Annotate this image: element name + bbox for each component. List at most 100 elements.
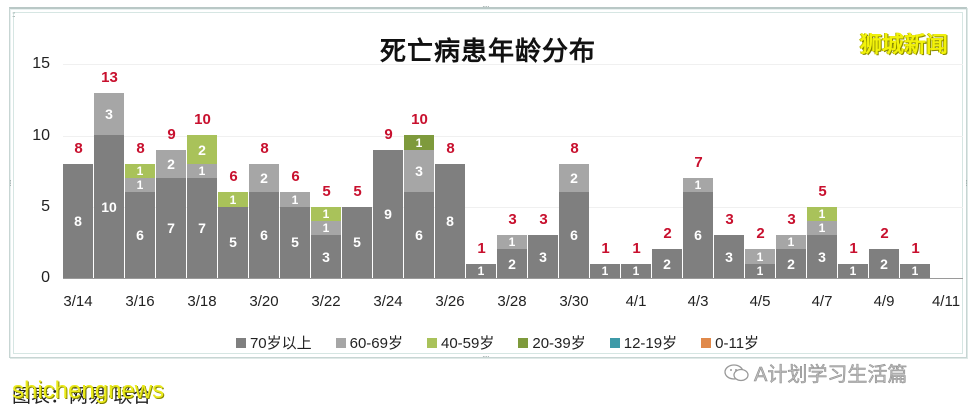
bar-segment: 1 xyxy=(218,192,248,207)
bar-segment: 3 xyxy=(404,149,434,193)
bar-4-10: 1 xyxy=(900,263,930,278)
total-label: 8 xyxy=(136,139,145,157)
bar-segment: 2 xyxy=(652,249,682,278)
bar-segment: 5 xyxy=(218,206,248,278)
total-label: 2 xyxy=(756,225,765,243)
legend-swatch-icon xyxy=(609,337,620,348)
legend-swatch-icon xyxy=(701,337,712,348)
bar-segment: 3 xyxy=(311,235,341,278)
x-tick-label: 4/3 xyxy=(687,293,709,310)
bar-4-9: 2 xyxy=(869,249,899,278)
bar-3-24: 9 xyxy=(373,149,403,278)
bar-segment: 1 xyxy=(280,192,310,207)
total-label: 6 xyxy=(291,168,300,186)
bar-segment: 2 xyxy=(249,163,279,193)
total-label: 1 xyxy=(601,239,610,257)
bar-segment: 9 xyxy=(373,149,403,278)
gridline xyxy=(63,136,963,137)
bar-segment: 6 xyxy=(404,192,434,278)
total-label: 2 xyxy=(663,225,672,243)
total-label: 6 xyxy=(229,168,238,186)
gridline xyxy=(63,64,963,65)
total-label: 1 xyxy=(632,239,641,257)
bar-segment: 1 xyxy=(311,206,341,221)
bar-segment: 3 xyxy=(94,92,124,136)
total-label: 7 xyxy=(694,154,703,172)
x-tick-label: 3/16 xyxy=(125,293,155,310)
resize-handle-top-left[interactable]: :: xyxy=(12,10,16,19)
legend: 70岁以上 60-69岁 40-59岁 20-39岁 12-19岁 0-11岁 xyxy=(0,332,975,353)
x-axis-line xyxy=(63,278,963,279)
resize-handle-right[interactable]: ···· xyxy=(962,179,971,186)
bar-segment: 1 xyxy=(311,220,341,236)
bar-segment: 1 xyxy=(590,263,620,278)
legend-label: 40-59岁 xyxy=(441,335,495,352)
legend-item: 0-11岁 xyxy=(701,332,759,353)
legend-label: 70岁以上 xyxy=(249,335,312,352)
bar-segment: 1 xyxy=(900,263,930,278)
bar-3-15: 10 3 xyxy=(94,92,124,278)
bar-segment: 5 xyxy=(342,206,372,278)
bar-3-14: 8 xyxy=(63,163,93,278)
bar-segment: 2 xyxy=(559,163,589,193)
legend-swatch-icon xyxy=(518,337,529,348)
total-label: 10 xyxy=(194,111,211,129)
total-label: 1 xyxy=(849,239,858,257)
bar-segment: 1 xyxy=(621,263,651,278)
watermark-text: shichengnews xyxy=(12,377,165,404)
bar-segment: 1 xyxy=(683,178,713,193)
resize-handle-top[interactable]: ···· xyxy=(482,2,490,11)
wechat-account-name: A计划学习生活篇 xyxy=(754,364,908,387)
bar-segment: 8 xyxy=(435,163,465,278)
bar-segment: 2 xyxy=(497,249,527,278)
x-tick-label: 3/20 xyxy=(249,293,279,310)
bar-3-23: 5 xyxy=(342,206,372,278)
wechat-account-caption: A计划学习生活篇 xyxy=(724,358,908,387)
x-tick-label: 3/18 xyxy=(187,293,217,310)
legend-label: 20-39岁 xyxy=(532,335,586,352)
bar-segment: 2 xyxy=(187,135,217,164)
bar-segment: 1 xyxy=(187,163,217,179)
y-tick-label: 10 xyxy=(32,127,50,144)
wechat-icon xyxy=(724,363,749,381)
legend-label: 12-19岁 xyxy=(623,335,678,352)
bar-4-1: 1 xyxy=(621,263,651,278)
y-tick-label: 15 xyxy=(32,55,50,72)
total-label: 1 xyxy=(911,239,920,257)
resize-handle-bottom[interactable]: ···· xyxy=(482,352,490,361)
bar-segment: 3 xyxy=(714,235,744,278)
bar-segment: 1 xyxy=(807,220,837,236)
legend-label: 60-69岁 xyxy=(349,335,403,352)
total-label: 8 xyxy=(570,139,579,157)
x-tick-label: 4/1 xyxy=(625,293,647,310)
x-tick-label: 3/22 xyxy=(311,293,341,310)
bar-segment: 8 xyxy=(63,163,93,278)
gridline xyxy=(63,207,963,208)
bar-segment: 6 xyxy=(125,192,155,278)
total-label: 8 xyxy=(260,139,269,157)
total-label: 3 xyxy=(725,211,734,229)
x-tick-label: 4/5 xyxy=(749,293,771,310)
total-label: 3 xyxy=(539,211,548,229)
plot-area: 8 8 10 3 13 6 1 1 8 7 2 9 7 1 2 10 5 1 6 6 2 8 5 1 6 3 1 1 5 5 5 9 9 6 3 1 1… xyxy=(63,64,963,279)
bar-3-26: 8 xyxy=(435,163,465,278)
x-tick-label: 4/7 xyxy=(811,293,833,310)
x-tick-label: 4/11 xyxy=(931,293,961,310)
x-tick-label: 3/30 xyxy=(559,293,589,310)
resize-handle-left[interactable]: ···· xyxy=(6,179,15,186)
source-caption-text: 图表：网易·联合 xyxy=(12,386,152,407)
total-label: 8 xyxy=(74,139,83,157)
chart-title: 死亡病患年龄分布 xyxy=(379,36,596,66)
y-tick-label: 0 xyxy=(41,269,50,286)
bar-segment: 1 xyxy=(807,206,837,221)
